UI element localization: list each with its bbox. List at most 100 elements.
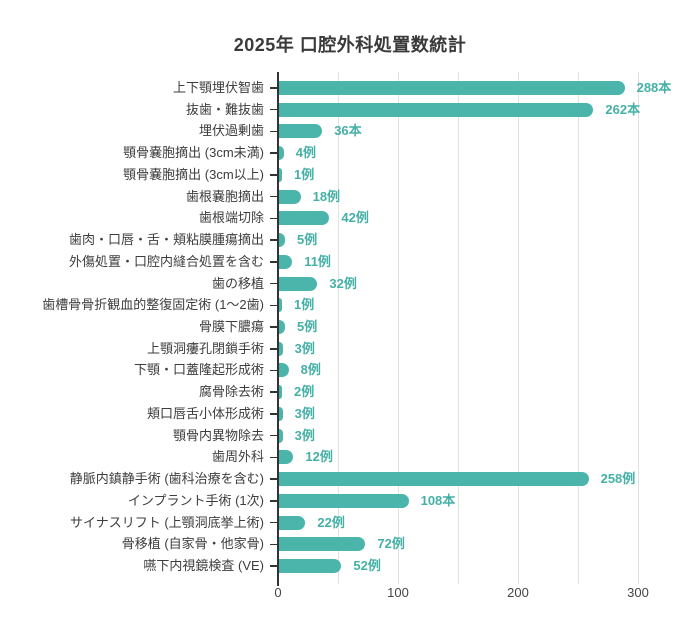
- bar: [279, 81, 625, 95]
- bar: [279, 515, 306, 530]
- category-label: 外傷処置・口腔内縫合処置を含む: [68, 253, 264, 269]
- y-tick-mark: [270, 456, 277, 459]
- bar: [279, 493, 409, 508]
- gridline: [338, 72, 339, 584]
- y-tick-mark: [270, 348, 277, 350]
- value-label: 108本: [420, 492, 456, 508]
- y-tick-mark: [270, 217, 277, 220]
- value-label: 2例: [294, 384, 315, 400]
- value-label: 22例: [317, 514, 345, 530]
- value-label: 258例: [600, 471, 636, 487]
- value-label: 52例: [353, 558, 381, 574]
- category-label: 嚥下内視鏡検査 (VE): [143, 558, 264, 574]
- category-label: 腐骨除去術: [198, 384, 264, 400]
- value-label: 288本: [636, 80, 672, 95]
- bar: [279, 385, 282, 400]
- category-label: 歯肉・口唇・舌・頬粘膜腫瘍摘出: [68, 232, 264, 248]
- y-tick-mark: [270, 239, 277, 241]
- bar: [279, 406, 283, 421]
- y-tick-mark: [270, 478, 277, 480]
- y-tick-mark: [270, 282, 277, 285]
- x-tick-label: 100: [387, 585, 409, 600]
- value-label: 3例: [294, 405, 315, 421]
- category-label: 埋伏過剰歯: [198, 123, 264, 139]
- value-label: 5例: [297, 232, 318, 248]
- bar: [279, 320, 285, 335]
- gridline: [638, 72, 639, 584]
- category-label: 下顎・口蓋隆起形成術: [133, 362, 264, 378]
- value-label: 1例: [294, 166, 315, 182]
- y-tick-mark: [270, 326, 277, 328]
- y-tick-mark: [270, 413, 277, 415]
- bar: [279, 298, 282, 313]
- y-tick-mark: [270, 391, 277, 393]
- category-label: 歯槽骨骨折観血的整復固定術 (1～2歯): [42, 297, 264, 313]
- y-tick-mark: [270, 543, 277, 546]
- bar: [279, 124, 323, 139]
- value-label: 5例: [297, 319, 318, 335]
- category-label: 顎骨内異物除去: [172, 427, 264, 443]
- y-tick-mark: [270, 87, 277, 89]
- value-label: 36本: [334, 123, 362, 139]
- category-label: 静脈内鎮静手術 (歯科治療を含む): [69, 471, 264, 487]
- category-label: 歯周外科: [211, 449, 264, 465]
- y-tick-mark: [270, 152, 277, 154]
- y-tick-mark: [270, 261, 277, 263]
- category-label: 歯根端切除: [198, 210, 264, 226]
- bar: [279, 254, 293, 269]
- category-label: 頬口唇舌小体形成術: [146, 405, 264, 421]
- bar: [279, 472, 589, 487]
- value-label: 18例: [312, 188, 341, 204]
- y-tick-mark: [270, 565, 277, 567]
- chart-title: 2025年 口腔外科処置数統計: [233, 35, 467, 55]
- gridline: [578, 72, 579, 584]
- value-label: 32例: [329, 275, 357, 291]
- category-label: 顎骨嚢胞摘出 (3cm未満): [123, 145, 264, 161]
- category-label: 歯の移植: [211, 275, 264, 291]
- y-tick-mark: [270, 434, 277, 437]
- x-tick-label: 0: [274, 585, 282, 600]
- bar: [279, 167, 282, 182]
- bar: [279, 102, 594, 117]
- x-tick-label: 200: [507, 585, 529, 600]
- value-label: 3例: [294, 340, 315, 356]
- bar: [279, 559, 342, 574]
- y-tick-mark: [270, 369, 277, 372]
- category-label: サイナスリフト (上顎洞底挙上術): [69, 514, 264, 530]
- category-label: 骨移植 (自家骨・他家骨): [121, 536, 264, 552]
- y-axis-line: [277, 72, 279, 586]
- bar: [279, 211, 330, 226]
- y-tick-mark: [270, 174, 277, 176]
- category-label: インプラント手術 (1次): [127, 492, 264, 508]
- value-label: 4例: [295, 145, 317, 161]
- value-label: 42例: [341, 210, 369, 226]
- value-label: 11例: [304, 253, 331, 269]
- gridline: [458, 72, 459, 584]
- y-tick-mark: [270, 195, 277, 198]
- bar: [279, 276, 318, 291]
- y-tick-mark: [270, 500, 277, 502]
- gridline: [518, 72, 519, 584]
- category-label: 骨膜下膿瘍: [198, 319, 264, 335]
- bar: [279, 363, 289, 378]
- value-label: 8例: [300, 362, 321, 378]
- value-label: 72例: [377, 536, 405, 552]
- category-label: 上下顎埋伏智歯: [172, 80, 264, 95]
- bar: [279, 428, 283, 443]
- value-label: 1例: [294, 297, 315, 313]
- category-label: 顎骨嚢胞摘出 (3cm以上): [123, 166, 264, 182]
- category-label: 上顎洞瘻孔閉鎖手術: [146, 340, 264, 356]
- bar: [279, 189, 301, 204]
- value-label: 3例: [294, 427, 315, 443]
- category-label: 歯根嚢胞摘出: [185, 188, 264, 204]
- y-tick-mark: [270, 304, 277, 307]
- bar: [279, 341, 283, 356]
- category-label: 抜歯・難抜歯: [185, 101, 264, 117]
- value-label: 12例: [305, 449, 333, 465]
- y-tick-mark: [270, 108, 277, 111]
- x-tick-label: 300: [627, 585, 649, 600]
- y-tick-mark: [270, 521, 277, 524]
- bar: [279, 537, 366, 552]
